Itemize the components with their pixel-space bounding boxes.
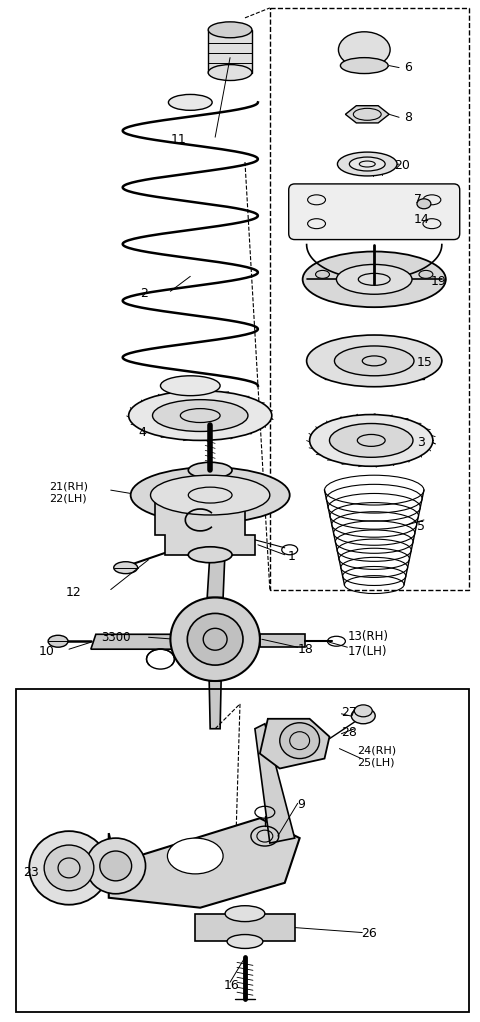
Text: 6: 6 [404,61,412,74]
Text: 1: 1 [288,550,296,563]
Ellipse shape [280,723,320,758]
Ellipse shape [329,423,413,457]
Text: 11: 11 [170,133,186,146]
Ellipse shape [131,467,290,523]
Polygon shape [260,635,305,647]
Ellipse shape [44,845,94,891]
Ellipse shape [417,199,431,208]
Text: 13(RH)
17(LH): 13(RH) 17(LH) [348,630,388,658]
Bar [270,8,468,590]
Text: 26: 26 [361,927,377,940]
Ellipse shape [349,157,385,171]
FancyBboxPatch shape [288,184,460,239]
Ellipse shape [114,562,138,573]
Ellipse shape [336,265,412,294]
Bar [16,689,468,1012]
Ellipse shape [170,598,260,681]
Ellipse shape [338,32,390,67]
Text: 8: 8 [404,110,412,124]
Ellipse shape [188,462,232,478]
Text: 27: 27 [341,706,357,719]
Ellipse shape [351,708,375,724]
Ellipse shape [48,636,68,647]
Text: 14: 14 [414,214,430,226]
Text: 10: 10 [39,645,55,658]
Polygon shape [188,470,232,555]
Text: 4: 4 [139,426,146,439]
Text: 7: 7 [414,193,422,206]
Ellipse shape [225,905,265,922]
Ellipse shape [29,831,109,904]
Text: 23: 23 [23,867,39,879]
Ellipse shape [315,271,329,278]
Ellipse shape [151,475,270,515]
Text: 19: 19 [431,275,446,288]
Polygon shape [209,681,221,729]
Ellipse shape [340,57,388,74]
Polygon shape [91,635,175,649]
Ellipse shape [307,335,442,386]
Polygon shape [208,30,252,73]
Text: 24(RH)
25(LH): 24(RH) 25(LH) [357,746,396,768]
Text: 15: 15 [417,357,433,369]
Polygon shape [346,105,389,123]
Ellipse shape [188,547,232,563]
Polygon shape [260,718,329,769]
Ellipse shape [153,400,248,431]
Text: 5: 5 [417,520,425,533]
Polygon shape [156,495,255,555]
Ellipse shape [168,94,212,110]
Ellipse shape [100,851,132,881]
Polygon shape [195,914,295,941]
Text: 2: 2 [141,287,148,299]
Polygon shape [109,819,300,908]
Text: 21(RH)
22(LH): 21(RH) 22(LH) [49,481,88,503]
Ellipse shape [160,376,220,396]
Text: 20: 20 [394,158,410,172]
Ellipse shape [208,21,252,38]
Text: 3: 3 [417,436,425,449]
Ellipse shape [208,64,252,81]
Ellipse shape [419,271,433,278]
Ellipse shape [168,838,223,874]
Text: 16: 16 [224,979,240,991]
Text: 28: 28 [341,727,357,739]
Ellipse shape [302,251,446,308]
Ellipse shape [310,415,433,466]
Polygon shape [255,724,295,843]
Ellipse shape [354,705,372,716]
Ellipse shape [227,934,263,948]
Ellipse shape [337,152,397,176]
Text: 3300: 3300 [101,631,130,644]
Ellipse shape [187,613,243,665]
Ellipse shape [335,346,414,376]
Text: 9: 9 [298,798,306,810]
Ellipse shape [129,390,272,440]
Polygon shape [207,550,225,598]
Text: 12: 12 [66,586,82,599]
Text: 18: 18 [298,643,313,656]
Ellipse shape [86,838,145,894]
